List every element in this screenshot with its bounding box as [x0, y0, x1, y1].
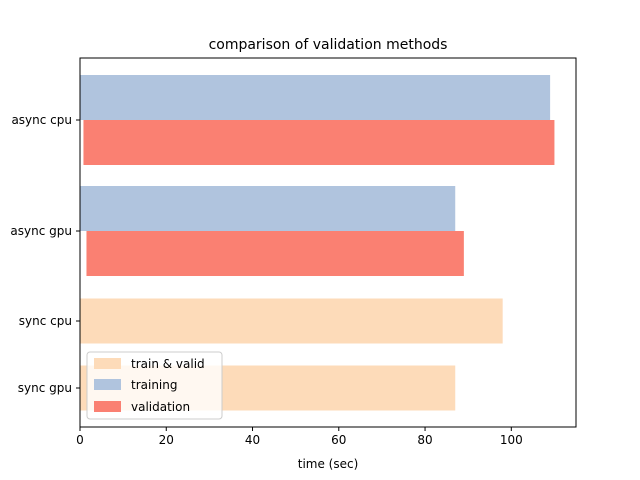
y-tick-label: sync gpu: [18, 381, 72, 395]
legend-swatch-training: [94, 379, 121, 390]
plot-frame: [79, 57, 577, 428]
legend-swatch-train_valid: [94, 358, 121, 369]
legend-label-training: training: [131, 378, 178, 392]
bar-async-gpu-training: [80, 186, 456, 231]
x-tick-label: 40: [245, 433, 260, 447]
y-tick-label: async cpu: [11, 113, 72, 127]
bar-sync-cpu-train_valid: [80, 298, 503, 344]
legend-label-train_valid: train & valid: [131, 357, 205, 371]
y-axis-ticks: async cpu async gpu sync cpu sync gpu: [10, 113, 80, 395]
legend-swatch-validation: [94, 401, 121, 412]
legend: train & valid training validation: [86, 351, 223, 420]
x-tick-label: 80: [417, 433, 432, 447]
bar-async-cpu-validation: [83, 120, 555, 165]
x-tick-label: 0: [76, 433, 84, 447]
x-axis-ticks: 0 20 40 60 80 100: [76, 427, 523, 447]
legend-label-validation: validation: [131, 400, 190, 414]
x-tick-label: 60: [331, 433, 346, 447]
bars-group: [80, 75, 555, 411]
bar-async-cpu-training: [80, 75, 551, 120]
y-tick-label: sync cpu: [19, 314, 72, 328]
x-tick-label: 20: [159, 433, 174, 447]
y-tick-label: async gpu: [10, 224, 72, 238]
x-axis-label: time (sec): [298, 457, 359, 471]
chart-title: comparison of validation methods: [209, 37, 448, 53]
bar-async-gpu-validation: [86, 231, 464, 276]
x-tick-label: 100: [500, 433, 523, 447]
